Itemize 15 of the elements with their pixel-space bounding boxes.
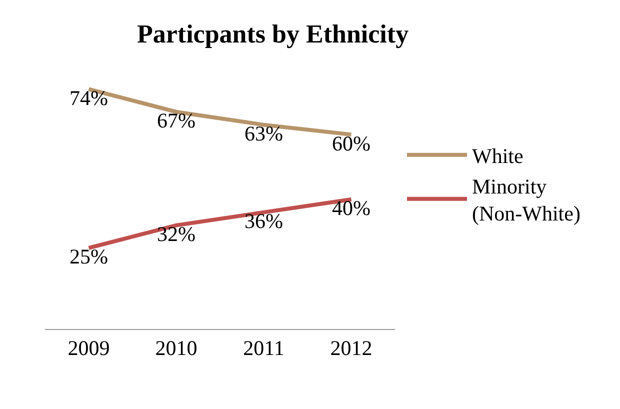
chart-title: Particpants by Ethnicity: [137, 20, 409, 49]
x-tick-label: 2009: [68, 336, 110, 360]
legend-label: White: [472, 144, 524, 168]
data-label: 40%: [332, 196, 370, 220]
data-label: 25%: [70, 244, 108, 269]
data-label: 32%: [157, 222, 196, 246]
data-label: 63%: [244, 122, 283, 146]
x-tick-label: 2011: [243, 336, 284, 360]
data-label: 60%: [332, 131, 370, 156]
x-tick-label: 2012: [330, 336, 372, 360]
data-label: 67%: [157, 108, 196, 133]
legend-label: Minority (Non-White): [472, 174, 580, 226]
data-label: 74%: [70, 86, 108, 110]
data-label: 36%: [244, 209, 283, 234]
x-tick-label: 2010: [155, 336, 198, 360]
